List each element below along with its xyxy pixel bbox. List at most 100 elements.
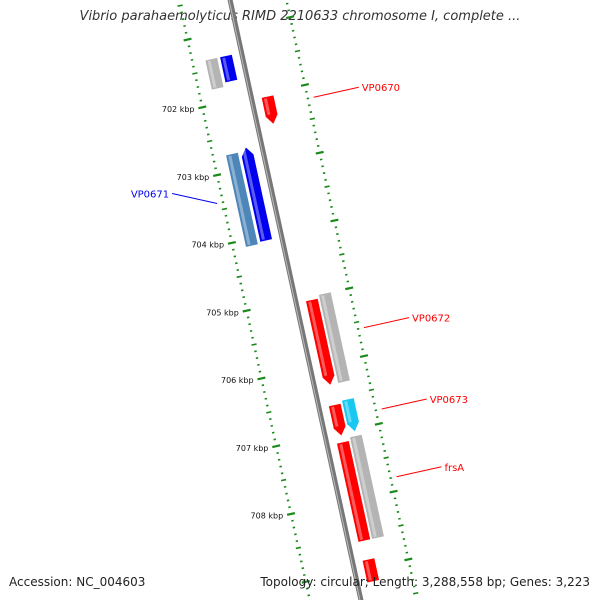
inner-tick-705.9 bbox=[258, 370, 262, 373]
gene-highlight-VP0673 bbox=[331, 406, 339, 427]
inner-tick-703.6 bbox=[224, 214, 228, 217]
outer-tick-702.2 bbox=[306, 97, 310, 100]
inner-tick-703.2 bbox=[218, 187, 222, 190]
gene-label-VP0673[interactable]: VP0673 bbox=[430, 395, 468, 406]
inner-tick-707.3 bbox=[279, 465, 282, 468]
outer-tick-703.5 bbox=[324, 185, 330, 188]
gene-shape-VP0672 bbox=[306, 298, 335, 385]
outer-tick-706.1 bbox=[364, 361, 367, 364]
gene-label-frsA[interactable]: frsA bbox=[444, 463, 464, 474]
gene-VP0673 bbox=[328, 403, 346, 436]
outer-tick-701.1 bbox=[290, 22, 293, 25]
outer-tick-704.3 bbox=[337, 239, 341, 242]
outer-tick-700.8 bbox=[285, 2, 289, 5]
inner-tick-700.9 bbox=[184, 31, 188, 34]
outer-tick-706.9 bbox=[375, 416, 379, 419]
label-leader-VP0671 bbox=[172, 192, 218, 204]
outer-tick-703.7 bbox=[328, 199, 332, 202]
outer-tick-706.6 bbox=[371, 395, 375, 398]
backbone-highlight bbox=[228, 0, 361, 600]
inner-tick-702.1 bbox=[202, 113, 206, 116]
gene-shape-top-grey bbox=[205, 57, 224, 90]
inner-tick-706.6 bbox=[268, 418, 272, 421]
inner-tick-702.2 bbox=[203, 119, 207, 122]
gene-top-grey bbox=[205, 57, 224, 90]
inner-tick-703.9 bbox=[229, 235, 232, 238]
gene-highlight-frsA bbox=[339, 443, 364, 541]
inner-tick-701.3 bbox=[190, 58, 194, 61]
outer-tick-708.3 bbox=[396, 510, 400, 513]
outer-tick-702 bbox=[300, 83, 310, 87]
gene-label-VP0672[interactable]: VP0672 bbox=[412, 314, 450, 325]
outer-tick-704.9 bbox=[346, 280, 350, 283]
gene-shape-frsA-cds bbox=[350, 434, 384, 539]
outer-tick-706.2 bbox=[365, 368, 369, 371]
inner-tick-709 bbox=[301, 579, 310, 584]
inner-tick-702.8 bbox=[212, 160, 216, 163]
inner-tick-700.6 bbox=[180, 11, 183, 14]
outer-tick-708.4 bbox=[398, 517, 401, 520]
inner-tick-704.5 bbox=[236, 275, 242, 279]
outer-tick-709.5 bbox=[413, 591, 419, 595]
gene-label-VP0670[interactable]: VP0670 bbox=[362, 83, 400, 94]
inner-tick-709.1 bbox=[305, 587, 309, 590]
inner-tick-703 bbox=[212, 173, 222, 178]
gene-shape-frsA bbox=[337, 441, 371, 542]
outer-tick-709.1 bbox=[408, 565, 412, 568]
inner-tick-701.2 bbox=[189, 52, 192, 55]
inner-tick-704 bbox=[227, 240, 237, 245]
inner-tick-704.4 bbox=[236, 268, 240, 272]
map-title: Vibrio parahaemolyticus RIMD 2210633 chr… bbox=[79, 9, 521, 24]
outer-tick-709.4 bbox=[412, 585, 416, 588]
gene-highlight-top-grey bbox=[207, 60, 217, 88]
inner-tick-700.7 bbox=[181, 18, 185, 21]
outer-tick-702.7 bbox=[313, 131, 317, 134]
gene-VP0672-cds bbox=[318, 292, 350, 383]
features-layer bbox=[205, 54, 384, 583]
inner-tick-705 bbox=[242, 308, 251, 313]
label-leader-VP0670 bbox=[313, 86, 359, 98]
inner-tick-708.5 bbox=[295, 546, 302, 550]
label-leader-VP0673 bbox=[381, 398, 427, 410]
outer-tick-705 bbox=[345, 286, 354, 291]
outer-tick-708.1 bbox=[393, 497, 397, 500]
inner-tick-701 bbox=[183, 37, 192, 42]
inner-tick-703.3 bbox=[220, 194, 223, 197]
inner-tick-706 bbox=[257, 376, 266, 381]
gene-label-VP0671[interactable]: VP0671 bbox=[131, 189, 169, 200]
inner-tick-700.5 bbox=[177, 4, 183, 7]
inner-tick-706.4 bbox=[265, 404, 269, 407]
inner-tick-707.7 bbox=[285, 492, 288, 495]
outer-tick-707.9 bbox=[390, 483, 394, 486]
outer-tick-705.2 bbox=[350, 300, 354, 303]
outer-tick-705.5 bbox=[353, 320, 360, 324]
inner-tick-701.9 bbox=[199, 99, 203, 102]
gene-frsA bbox=[337, 441, 371, 542]
gene-highlight-top-blue bbox=[222, 57, 231, 81]
outer-tick-707.6 bbox=[386, 463, 390, 466]
gene-highlight-bottom-red bbox=[364, 561, 372, 581]
gene-highlight-VP0672 bbox=[308, 301, 328, 377]
inner-tick-706.1 bbox=[261, 384, 265, 387]
tick-label-704: 704 kbp bbox=[191, 241, 224, 250]
outer-tick-701.3 bbox=[293, 36, 296, 39]
outer-tick-701.5 bbox=[294, 49, 301, 53]
gene-shape-VP0673 bbox=[328, 403, 346, 436]
gene-shape-top-blue bbox=[220, 54, 238, 83]
outer-tick-707.7 bbox=[387, 470, 391, 473]
outer-tick-704.4 bbox=[339, 246, 342, 249]
outer-tick-705.8 bbox=[359, 341, 363, 344]
inner-tick-702.7 bbox=[211, 153, 215, 156]
inner-tick-705.7 bbox=[255, 357, 259, 360]
inner-tick-706.3 bbox=[264, 397, 268, 400]
outer-tick-709.3 bbox=[411, 578, 415, 581]
gene-shape-VP0672-cds bbox=[318, 292, 350, 383]
gene-VP0671-cds bbox=[226, 152, 258, 247]
tick-label-702: 702 kbp bbox=[162, 105, 195, 114]
outer-tick-708.5 bbox=[398, 524, 404, 527]
inner-tick-708.7 bbox=[299, 560, 303, 563]
outer-tick-703.1 bbox=[319, 158, 323, 161]
inner-tick-707.6 bbox=[283, 485, 287, 488]
topology-text: Topology: circular; Length: 3,288,558 bp… bbox=[260, 575, 590, 589]
